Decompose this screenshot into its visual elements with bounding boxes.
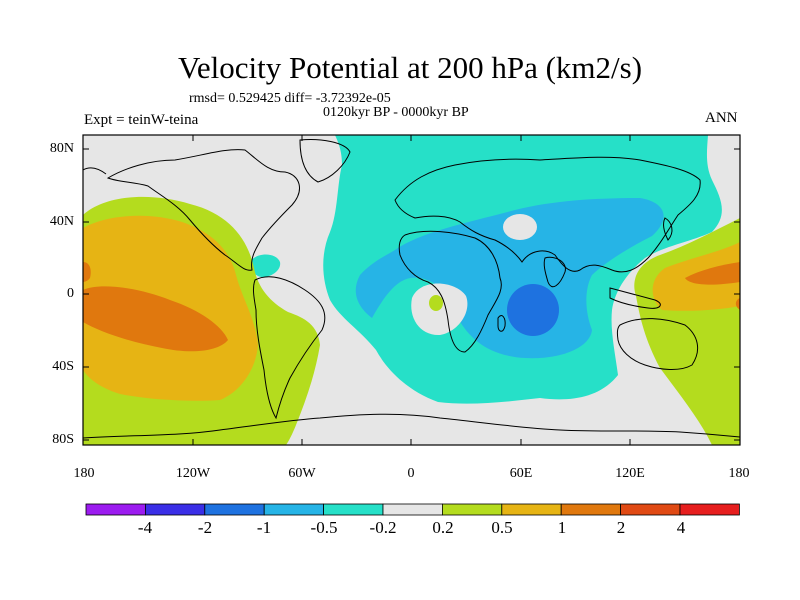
colorbar-swatch	[679, 503, 740, 516]
colorbar-label: -0.5	[310, 518, 338, 537]
coast-north-america	[106, 149, 300, 271]
contour-arctic-gray	[83, 135, 336, 185]
coast-antarctica	[83, 413, 740, 439]
season-label: ANN	[705, 110, 738, 126]
contour-darkorange-edge	[83, 262, 91, 282]
contour-negative-inner	[355, 198, 664, 359]
colorbar-swatch	[560, 503, 622, 516]
map-title: Velocity Potential at 200 hPa (km2/s)	[177, 50, 643, 85]
colorbar-swatch	[144, 503, 206, 516]
contour-arabia-positive	[503, 214, 537, 240]
colorbar-swatch	[204, 503, 265, 516]
colorbar-swatch	[501, 503, 562, 516]
coast-australia	[616, 318, 699, 370]
contour-pacific-darkorange-west	[83, 286, 228, 352]
colorbar-label: 2	[616, 518, 626, 537]
colorbar-swatch	[323, 503, 384, 516]
contour-pacific-darkorange-east	[685, 262, 740, 285]
colorbar-label: -4	[137, 518, 153, 537]
lat-label-40n: 40N	[49, 214, 74, 229]
contour-atlantic-negative	[249, 254, 281, 278]
contour-africa-core	[429, 295, 443, 311]
colorbar-label: 0.5	[491, 518, 513, 537]
colorbar-label: -2	[197, 518, 213, 537]
colorbar-label: 1	[557, 518, 567, 537]
rmsd-diff-stats: rmsd= 0.529425 diff= -3.72392e-05	[189, 91, 391, 106]
coast-japan	[663, 217, 673, 241]
coastlines	[83, 139, 740, 439]
lat-label-40s: 40S	[52, 359, 74, 374]
coast-madagascar	[497, 315, 506, 332]
coast-africa	[398, 230, 502, 353]
colorbar-swatch	[85, 503, 146, 516]
lon-label-60w: 60W	[288, 466, 316, 481]
coast-eurasia	[394, 156, 701, 273]
lat-label-80s: 80S	[52, 432, 74, 447]
coast-alaska	[83, 167, 107, 175]
contour-darkorange-edge-east	[735, 298, 740, 310]
colorbar	[85, 503, 740, 516]
lon-label-120e: 120E	[615, 466, 645, 481]
lon-label-180w: 180	[73, 466, 95, 481]
lat-label-0: 0	[67, 286, 74, 301]
lon-label-60e: 60E	[509, 466, 533, 481]
contour-negative-core	[507, 284, 559, 336]
shaded-field	[83, 135, 740, 445]
lon-label-180e: 180	[728, 466, 750, 481]
lat-ticks	[83, 148, 740, 441]
colorbar-label: 0.2	[432, 518, 454, 537]
coast-greenland	[299, 139, 351, 183]
contour-arctic-gray-east	[708, 138, 740, 170]
lon-label-120w: 120W	[175, 466, 211, 481]
coast-south-america	[252, 276, 326, 420]
lat-label-80n: 80N	[49, 141, 74, 156]
colorbar-swatch	[382, 503, 443, 516]
experiment-label: Expt = teinW-teina	[84, 112, 199, 128]
colorbar-swatch	[441, 503, 503, 516]
lon-ticks	[192, 135, 631, 445]
colorbar-swatch	[620, 503, 681, 516]
colorbar-label: -1	[256, 518, 272, 537]
coast-indonesia	[609, 287, 661, 309]
coast-india	[543, 256, 566, 288]
colorbar-swatch	[263, 503, 325, 516]
time-period-label: 0120kyr BP - 0000kyr BP	[323, 105, 469, 120]
colorbar-label: -0.2	[369, 518, 397, 537]
colorbar-label: 4	[676, 518, 686, 537]
lon-label-0: 0	[407, 466, 415, 481]
